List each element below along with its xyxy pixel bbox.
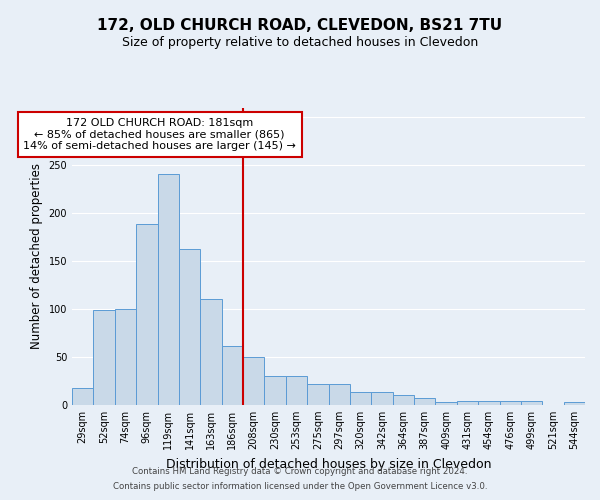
Bar <box>371 392 392 405</box>
Text: 172 OLD CHURCH ROAD: 181sqm
← 85% of detached houses are smaller (865)
14% of se: 172 OLD CHURCH ROAD: 181sqm ← 85% of det… <box>23 118 296 151</box>
Bar <box>563 402 585 405</box>
Bar <box>436 402 457 405</box>
Text: 172, OLD CHURCH ROAD, CLEVEDON, BS21 7TU: 172, OLD CHURCH ROAD, CLEVEDON, BS21 7TU <box>97 18 503 32</box>
Bar <box>221 346 243 405</box>
Bar <box>478 401 499 405</box>
Bar <box>115 309 136 405</box>
Bar <box>265 376 286 405</box>
Bar <box>243 357 265 405</box>
Text: Contains public sector information licensed under the Open Government Licence v3: Contains public sector information licen… <box>113 482 487 491</box>
Bar <box>414 398 436 405</box>
Bar <box>350 392 371 405</box>
Bar <box>286 376 307 405</box>
Y-axis label: Number of detached properties: Number of detached properties <box>30 163 43 350</box>
Text: Contains HM Land Registry data © Crown copyright and database right 2024.: Contains HM Land Registry data © Crown c… <box>132 467 468 476</box>
Bar <box>200 300 221 405</box>
Bar <box>157 174 179 405</box>
Bar <box>307 384 329 405</box>
Bar <box>499 401 521 405</box>
Bar <box>72 388 94 405</box>
Bar <box>521 401 542 405</box>
Text: Size of property relative to detached houses in Clevedon: Size of property relative to detached ho… <box>122 36 478 49</box>
X-axis label: Distribution of detached houses by size in Clevedon: Distribution of detached houses by size … <box>166 458 491 470</box>
Bar <box>457 401 478 405</box>
Bar <box>136 224 157 405</box>
Bar <box>179 248 200 405</box>
Bar <box>329 384 350 405</box>
Bar <box>392 396 414 405</box>
Bar <box>94 310 115 405</box>
